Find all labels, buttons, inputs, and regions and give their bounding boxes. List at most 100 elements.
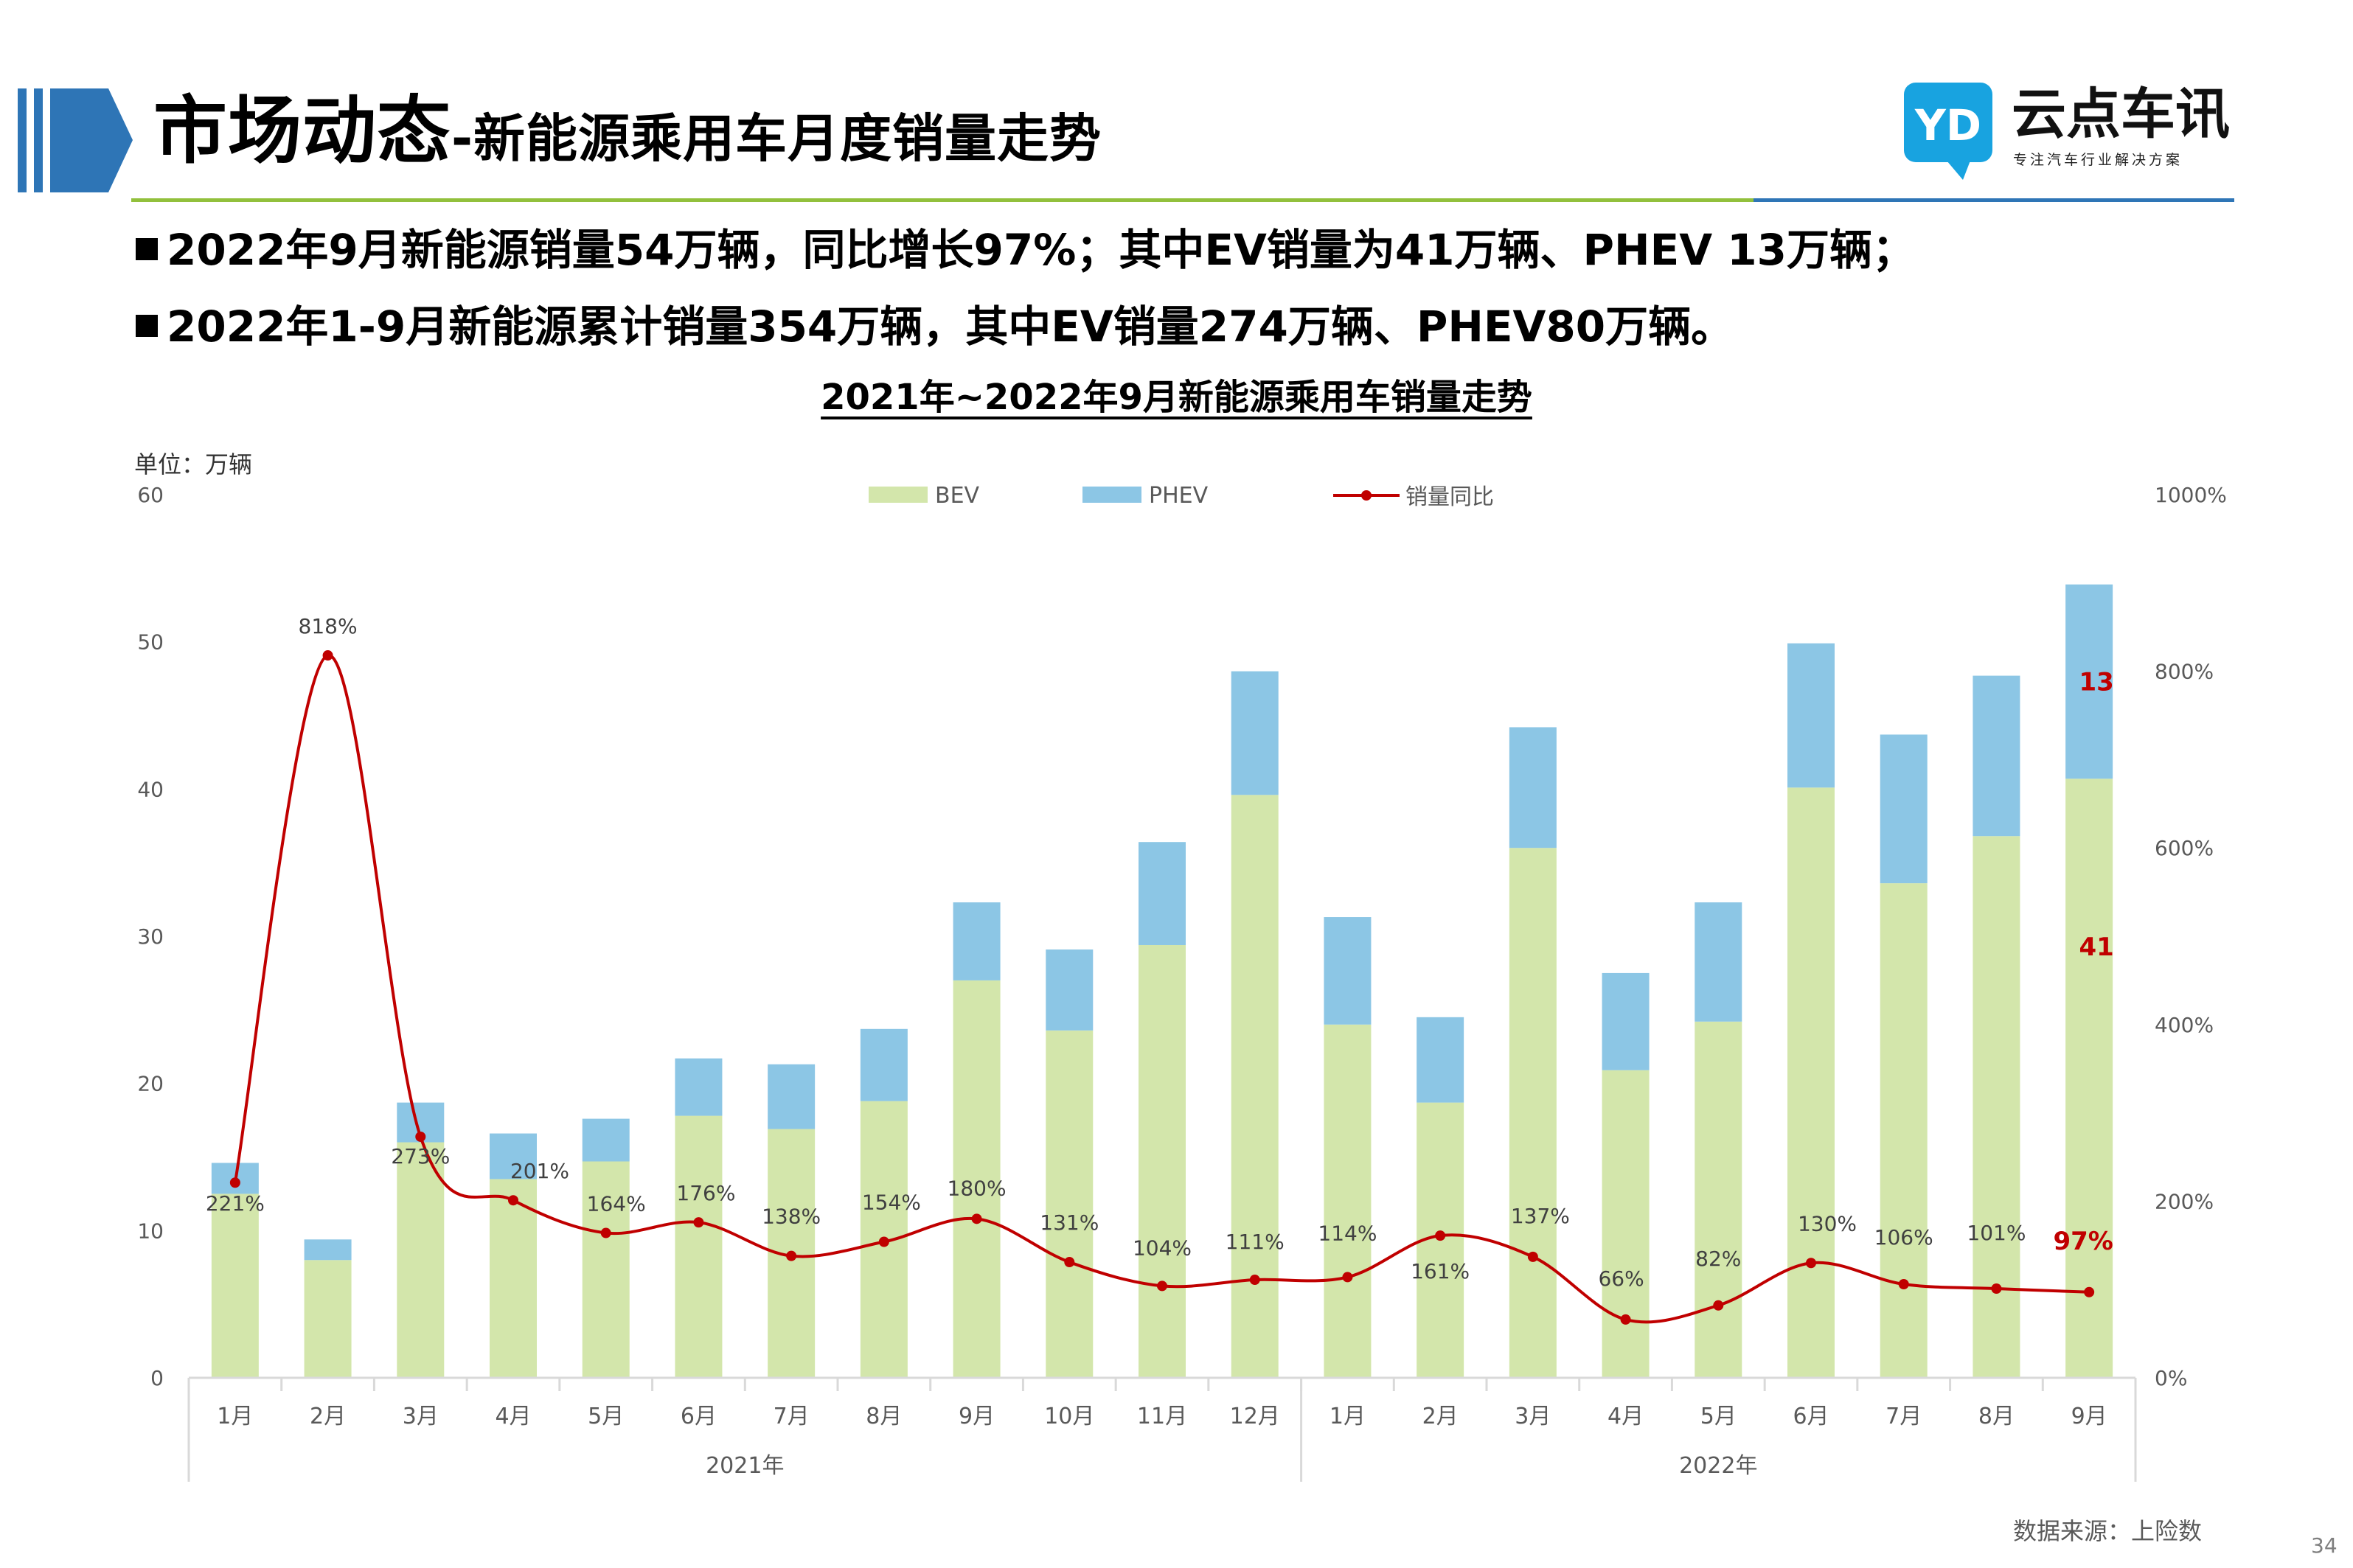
bar-phev [1324, 917, 1372, 1025]
bar-phev [582, 1118, 630, 1162]
line-point [1898, 1279, 1909, 1290]
year-group-label: 2022年 [1679, 1453, 1757, 1479]
bar-phev [1973, 675, 2020, 837]
x-tick-label: 5月 [588, 1404, 624, 1429]
bar-bev [1324, 1024, 1372, 1378]
line-data-label: 106% [1874, 1225, 1933, 1250]
legend-swatch-phev [1082, 487, 1141, 503]
line-point [322, 650, 333, 661]
header-accent [16, 87, 134, 194]
bar-bev [1139, 944, 1186, 1378]
line-data-label: 66% [1598, 1266, 1644, 1291]
x-tick-label: 6月 [681, 1404, 717, 1429]
bar-phev [2065, 584, 2113, 779]
bar-phev [1787, 643, 1835, 788]
x-tick-label: 7月 [1885, 1404, 1922, 1429]
x-tick-label: 4月 [495, 1404, 531, 1429]
y-left-tick-label: 0 [150, 1366, 164, 1390]
y-left-tick-label: 50 [137, 630, 164, 655]
line-point [1157, 1280, 1167, 1292]
line-point [600, 1227, 611, 1238]
bar-phev [768, 1064, 816, 1129]
y-right-tick-label: 200% [2155, 1189, 2214, 1213]
line-data-label: 114% [1318, 1221, 1377, 1245]
logo-tagline: 专注汽车行业解决方案 [2013, 152, 2183, 168]
x-tick-label: 5月 [1700, 1404, 1737, 1429]
line-point [1713, 1300, 1724, 1311]
y-left-tick-label: 20 [137, 1072, 164, 1096]
logo-icon: YD [1902, 80, 1995, 181]
logo-name: 云点车讯 [2012, 83, 2230, 146]
x-tick-label: 9月 [959, 1404, 995, 1429]
bullet-2: 2022年1-9月新能源累计销量354万辆，其中EV销量274万辆、PHEV80… [136, 305, 1734, 348]
bar-phev [1880, 734, 1928, 884]
bar-phev [1231, 671, 1279, 795]
y-right-tick-label: 0% [2155, 1366, 2187, 1390]
line-point [508, 1195, 518, 1206]
bar-phev [1046, 949, 1094, 1031]
bar-phev [1695, 902, 1742, 1022]
y-right-tick-label: 800% [2155, 660, 2214, 684]
bullet-square-icon [136, 315, 158, 337]
bar-phev [860, 1028, 908, 1101]
line-data-label: 104% [1133, 1236, 1192, 1260]
bar-phev [1139, 842, 1186, 945]
x-tick-label: 10月 [1044, 1404, 1094, 1429]
x-tick-label: 7月 [774, 1404, 810, 1429]
x-tick-label: 3月 [1515, 1404, 1551, 1429]
line-data-label: 176% [676, 1181, 735, 1205]
unit-label: 单位：万辆 [134, 450, 253, 478]
y-right-tick-label: 1000% [2155, 483, 2227, 507]
bar-bev [397, 1142, 445, 1378]
legend-label-yoy: 销量同比 [1405, 484, 1494, 510]
line-data-label: 161% [1411, 1259, 1470, 1283]
y-left-tick-label: 30 [137, 924, 164, 949]
bullet-1-text: 2022年9月新能源销量54万辆，同比增长97%；其中EV销量为41万辆、PHE… [167, 225, 1916, 275]
bar-bev [1602, 1070, 1650, 1378]
y-left-tick-label: 60 [137, 483, 164, 507]
bar-bev [2065, 778, 2113, 1378]
x-tick-label: 1月 [217, 1404, 253, 1429]
bar-annotation: 41 [2079, 933, 2113, 962]
page-title: 市场动态-新能源乘用车月度销量走势 [153, 94, 1102, 168]
bar-bev [1973, 836, 2020, 1378]
line-data-label: 818% [299, 614, 358, 638]
year-group-label: 2021年 [706, 1453, 784, 1479]
title-sub: -新能源乘用车月度销量走势 [451, 108, 1102, 169]
line-point [2084, 1286, 2095, 1297]
bar-phev [1602, 972, 1650, 1070]
bar-bev [953, 980, 1001, 1378]
data-source: 数据来源：上险数 [2013, 1517, 2203, 1545]
x-tick-label: 2月 [1422, 1404, 1459, 1429]
line-data-label: 137% [1511, 1204, 1570, 1228]
bar-bev [304, 1260, 352, 1378]
line-point [1527, 1251, 1538, 1262]
y-right-tick-label: 400% [2155, 1013, 2214, 1037]
line-data-label: 138% [762, 1205, 821, 1229]
bar-phev [304, 1239, 352, 1261]
x-tick-label: 3月 [403, 1404, 439, 1429]
x-tick-label: 8月 [1978, 1404, 2015, 1429]
line-point [878, 1236, 889, 1247]
x-tick-label: 6月 [1793, 1404, 1829, 1429]
bullet-1: 2022年9月新能源销量54万辆，同比增长97%；其中EV销量为41万辆、PHE… [136, 229, 1915, 271]
legend-label-phev: PHEV [1149, 483, 1209, 509]
bar-annotation: 13 [2079, 668, 2113, 697]
bar-bev [1231, 795, 1279, 1378]
page-number: 34 [2311, 1533, 2338, 1558]
line-data-label: 273% [391, 1144, 450, 1168]
bar-bev [675, 1115, 723, 1378]
line-data-label: 201% [510, 1159, 569, 1183]
line-point [1620, 1314, 1631, 1325]
x-tick-label: 8月 [866, 1404, 902, 1429]
bar-bev [1509, 848, 1557, 1378]
bar-bev [582, 1161, 630, 1378]
y-left-tick-label: 40 [137, 777, 164, 801]
line-point [971, 1213, 982, 1224]
line-data-label: 180% [948, 1176, 1007, 1200]
x-tick-label: 9月 [2071, 1404, 2107, 1429]
bar-phev [675, 1058, 723, 1116]
line-point [1342, 1272, 1353, 1283]
bullet-square-icon [136, 238, 158, 260]
